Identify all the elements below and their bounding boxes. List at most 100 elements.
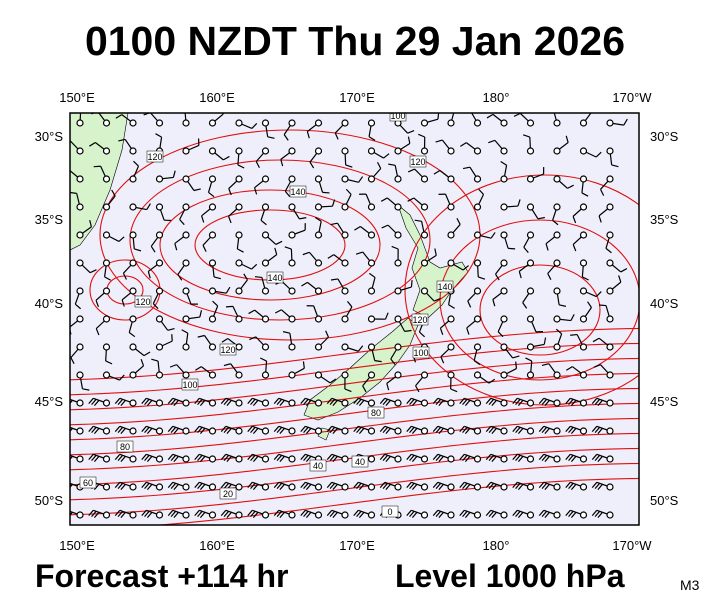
barb-feather — [329, 454, 336, 462]
barb-feather — [220, 397, 227, 404]
barb-station — [288, 147, 296, 155]
barb-feather — [543, 337, 547, 345]
barb-station — [500, 315, 508, 323]
barb-feather — [152, 303, 159, 310]
barb-station — [129, 483, 137, 491]
barb-feather — [284, 246, 292, 250]
barb-station — [155, 427, 164, 435]
barb-station — [314, 259, 323, 267]
barb-station — [526, 399, 535, 407]
barb-feather — [473, 360, 481, 366]
barb-feather — [544, 399, 550, 407]
barb-feather — [220, 425, 227, 432]
barb-station — [288, 175, 296, 183]
barb-feather — [570, 511, 577, 519]
barb-feather — [623, 118, 628, 126]
barb-feather — [146, 427, 153, 435]
barb-feather — [390, 358, 396, 365]
barb-station — [129, 175, 137, 183]
contour-label: 120 — [135, 297, 150, 307]
barb-station — [606, 231, 614, 239]
barb-feather — [276, 398, 283, 406]
barb-station — [579, 259, 588, 267]
barb-station — [129, 259, 137, 267]
barb-station — [341, 427, 349, 435]
barb-feather — [345, 188, 352, 195]
barb-station — [182, 287, 190, 295]
barb-feather — [464, 455, 471, 463]
barb-station — [579, 287, 588, 295]
barb-station — [579, 231, 588, 239]
barb-feather — [93, 511, 100, 519]
barb-feather — [273, 509, 280, 516]
barb-feather — [179, 219, 185, 226]
contour-label: 20 — [223, 489, 233, 499]
barb-feather — [544, 511, 550, 519]
barb-feather — [70, 191, 77, 194]
barb-feather — [174, 243, 178, 251]
title: 0100 NZDT Thu 29 Jan 2026 — [85, 18, 625, 64]
barb-station — [261, 511, 270, 519]
barb-station — [76, 147, 84, 155]
barb-station — [102, 231, 111, 239]
barb-feather — [212, 300, 219, 307]
barb-feather — [252, 399, 259, 407]
barb-feather — [118, 236, 125, 242]
barb-station — [606, 427, 614, 435]
barb-station — [129, 315, 137, 323]
barb-station — [208, 455, 217, 463]
barb-feather — [595, 291, 602, 297]
map-content: 100 120 120 140 140 120 140 120 100 120 100 80 80 40 6… — [62, 113, 639, 525]
barb-station — [341, 455, 349, 463]
barb-feather — [517, 399, 524, 407]
barb-feather — [91, 426, 97, 434]
barb-feather — [223, 510, 230, 518]
barb-feather — [385, 427, 391, 435]
barb-feather — [355, 251, 363, 255]
barb-feather — [111, 189, 116, 197]
barb-feather — [356, 482, 362, 490]
contour-label-box — [436, 280, 454, 293]
contour-label-box — [79, 476, 97, 489]
barb-station — [208, 231, 217, 239]
barb-feather — [250, 454, 256, 462]
barb-feather — [223, 398, 230, 406]
barb-feather — [379, 481, 386, 488]
barb-feather — [438, 455, 444, 463]
barb-feather — [523, 246, 529, 254]
barb-station — [606, 399, 614, 407]
barb-station — [129, 427, 137, 435]
barb-feather — [591, 397, 598, 404]
barb-feather — [593, 364, 601, 368]
barb-feather — [356, 510, 362, 518]
barb-station — [606, 287, 614, 295]
barb-feather — [274, 247, 278, 255]
barb-feather — [438, 483, 444, 491]
barb-feather — [409, 426, 415, 434]
barb-feather — [62, 510, 67, 515]
barb-feather — [409, 454, 415, 462]
barb-feather — [177, 274, 183, 281]
barb-station — [102, 399, 111, 407]
barb-feather — [299, 217, 307, 220]
barb-feather — [279, 399, 285, 407]
contour-label: 140 — [267, 273, 282, 283]
barb-feather — [538, 481, 545, 488]
barb-station — [341, 231, 349, 239]
barb-feather — [82, 388, 90, 391]
barb-station — [341, 343, 349, 351]
barb-feather — [167, 453, 174, 460]
barb-station — [367, 371, 376, 379]
barb-station — [261, 483, 270, 491]
barb-station — [261, 147, 270, 155]
contour-label: 120 — [220, 345, 235, 355]
barb-feather — [595, 151, 602, 158]
barb-station — [208, 315, 217, 323]
barb-station — [102, 315, 111, 323]
barb-feather — [358, 483, 365, 491]
barb-feather — [409, 510, 415, 518]
barb-station — [526, 119, 535, 127]
barb-feather — [334, 132, 339, 140]
barb-feather — [591, 425, 598, 432]
latitude-label: 50°S — [650, 493, 679, 508]
